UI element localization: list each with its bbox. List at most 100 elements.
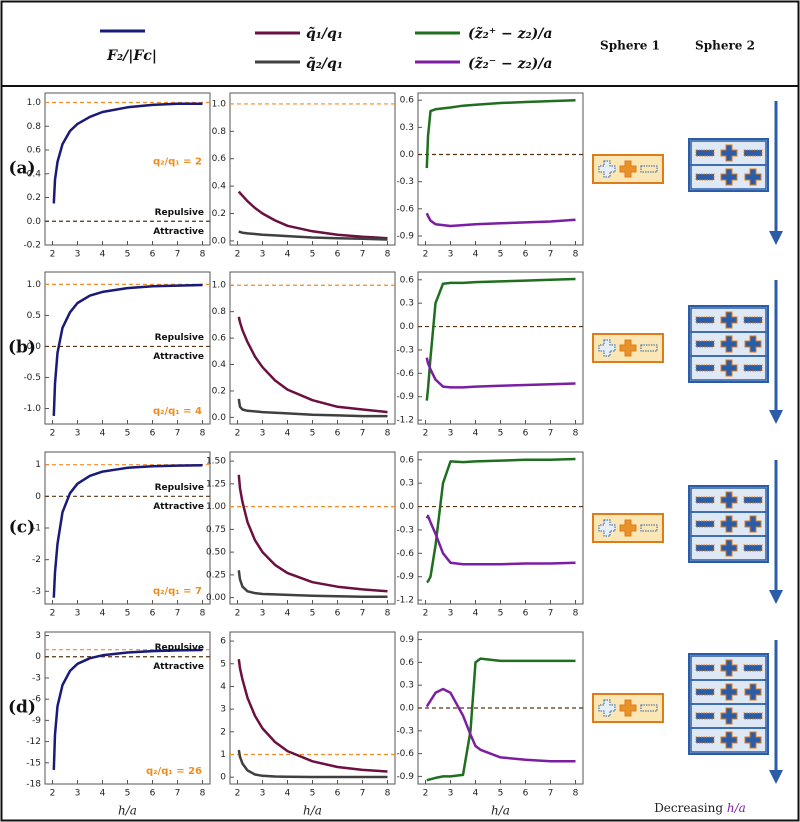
x-tick-label: 3 (260, 789, 266, 799)
x-tick-label: 4 (285, 250, 291, 260)
y-tick-label: 0.3 (400, 123, 414, 133)
series-line (52, 283, 203, 416)
plus-icon (619, 339, 637, 357)
x-tick-label: 3 (260, 250, 266, 260)
x-tick-label: 2 (423, 429, 429, 439)
x-tick-label: 7 (360, 250, 366, 260)
x-tick-label: 4 (285, 789, 291, 799)
plus-icon (619, 699, 637, 717)
x-tick-label: 6 (335, 789, 341, 799)
sphere2-slot (690, 727, 767, 753)
x-tick-label: 7 (548, 250, 554, 260)
plus-icon (720, 515, 738, 533)
series-line (237, 749, 388, 779)
legend-label: q̃₁/q₁ (306, 25, 343, 42)
y-tick-label: 0.8 (212, 307, 227, 317)
minus-icon (695, 664, 715, 672)
x-tick-label: 4 (285, 609, 291, 619)
x-tick-label: 8 (573, 789, 579, 799)
minus-icon (695, 316, 715, 324)
x-axis-label: h/a (491, 804, 510, 818)
x-tick-label: 8 (200, 429, 206, 439)
annotation: Repulsive (155, 333, 204, 343)
annotation: Repulsive (155, 208, 204, 218)
annotation: Repulsive (155, 483, 204, 493)
y-tick-label: -0.9 (396, 572, 414, 582)
sphere2-slot (690, 355, 767, 381)
y-tick-label: 1.0 (212, 281, 227, 291)
y-tick-label: 0.4 (212, 182, 227, 192)
series-line (52, 464, 203, 598)
x-tick-label: 2 (235, 609, 241, 619)
minus-icon (695, 173, 715, 181)
x-tick-label: 8 (200, 789, 206, 799)
x-tick-label: 8 (385, 609, 391, 619)
plus-icon (744, 683, 762, 701)
minus-icon (695, 340, 715, 348)
arrow-head (769, 410, 783, 424)
x-tick-label: 3 (448, 250, 454, 260)
x-tick-label: 5 (125, 429, 131, 439)
footer-variable: h/a (727, 801, 746, 815)
x-tick-label: 6 (150, 250, 156, 260)
x-tick-label: 5 (125, 789, 131, 799)
minus-icon (695, 736, 715, 744)
y-tick-label: -0.9 (396, 392, 414, 402)
ratio-label: q₂/q₁ = 2 (153, 156, 202, 167)
y-tick-label: -15 (26, 758, 41, 768)
y-tick-label: -0.6 (396, 549, 414, 559)
plus-icon (598, 519, 616, 537)
plot-frame (44, 271, 211, 425)
x-tick-label: 4 (100, 250, 106, 260)
minus-icon (695, 520, 715, 528)
x-tick-label: 5 (498, 250, 504, 260)
x-tick-label: 4 (473, 429, 479, 439)
x-tick-label: 5 (125, 250, 131, 260)
y-tick-label: 0.0 (400, 150, 415, 160)
sphere1-label: Sphere 1 (600, 39, 660, 53)
x-tick-label: 8 (573, 429, 579, 439)
y-tick-label: 0.2 (212, 386, 226, 396)
y-tick-label: 0.5 (27, 311, 41, 321)
y-tick-label: 0.4 (27, 169, 42, 179)
x-tick-label: 2 (50, 429, 56, 439)
series-line (237, 316, 388, 414)
row-label: (d) (8, 698, 36, 718)
minus-icon (743, 664, 763, 672)
x-tick-label: 3 (260, 429, 266, 439)
plot-frame (44, 631, 211, 785)
x-tick-label: 3 (75, 609, 81, 619)
y-tick-label: 0.3 (400, 479, 414, 489)
annotation: Attractive (153, 662, 204, 672)
y-tick-label: -6 (32, 695, 41, 705)
minus-icon (640, 704, 658, 712)
y-tick-label: 5 (220, 659, 226, 669)
plus-icon (598, 160, 616, 178)
y-tick-label: 0.0 (212, 413, 227, 423)
plus-icon (720, 659, 738, 677)
x-tick-label: 7 (360, 789, 366, 799)
y-tick-label: 0.75 (206, 525, 226, 535)
series-line (425, 357, 576, 389)
legend-label: (z̃₂⁻ − z₂)/a (468, 55, 552, 72)
y-tick-label: 4 (220, 682, 226, 692)
plus-icon (744, 335, 762, 353)
x-tick-label: 8 (573, 250, 579, 260)
x-tick-label: 7 (175, 250, 181, 260)
y-tick-label: 0.6 (400, 455, 415, 465)
plus-icon (720, 707, 738, 725)
minus-icon (695, 688, 715, 696)
series-line (425, 212, 576, 228)
minus-icon (695, 544, 715, 552)
x-tick-label: 2 (50, 250, 56, 260)
plus-icon (744, 168, 762, 186)
minus-icon (695, 149, 715, 157)
series-line (237, 474, 388, 593)
footer-text: Decreasing (654, 801, 723, 815)
y-tick-label: 0 (35, 492, 41, 502)
row-label: (c) (9, 518, 35, 538)
y-tick-label: 0 (35, 652, 41, 662)
y-tick-label: 0.3 (400, 299, 414, 309)
series-line (238, 230, 388, 241)
